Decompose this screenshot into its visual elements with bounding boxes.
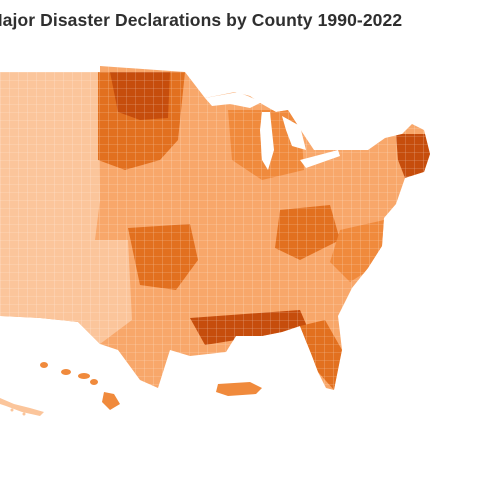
lake-michigan <box>260 112 274 170</box>
county-borders <box>0 66 430 390</box>
alaska-region <box>0 398 44 416</box>
hawaii-region <box>40 362 120 410</box>
lake-superior <box>205 92 262 108</box>
map-title: Major Disaster Declarations by County 19… <box>0 10 403 30</box>
lake-huron <box>282 116 306 150</box>
puerto-rico-region <box>216 382 262 396</box>
lake-erie <box>300 150 340 168</box>
